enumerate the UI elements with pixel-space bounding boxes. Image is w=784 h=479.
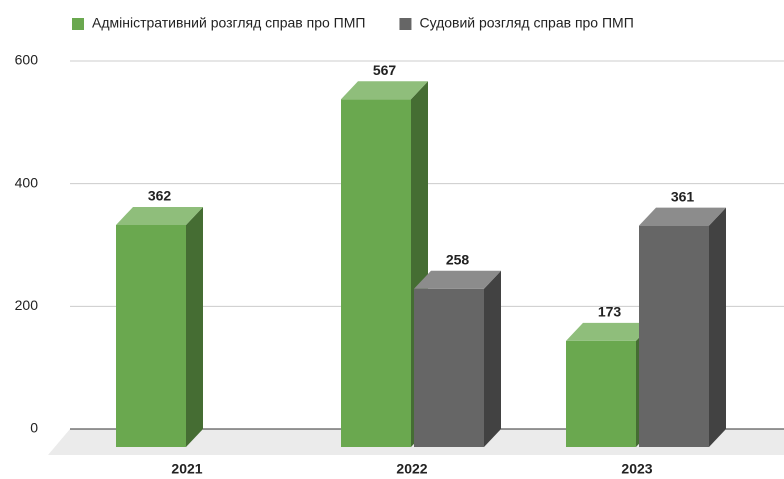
data-label: 362 xyxy=(148,188,172,204)
bar xyxy=(414,270,501,447)
data-label: 361 xyxy=(671,188,695,204)
y-tick-label: 400 xyxy=(15,174,39,190)
legend-swatch xyxy=(399,18,412,30)
x-tick-label: 2022 xyxy=(396,461,427,477)
data-label: 173 xyxy=(598,304,622,320)
bar-side xyxy=(186,206,203,447)
bar-front xyxy=(639,225,709,447)
bar-top xyxy=(414,270,501,289)
bar-front xyxy=(566,340,636,447)
bar xyxy=(116,206,203,447)
y-tick-label: 600 xyxy=(15,52,39,68)
bar-front xyxy=(341,99,411,448)
legend-label: Судовий розгляд справ про ПМП xyxy=(419,15,633,31)
bar xyxy=(639,207,726,447)
data-label: 567 xyxy=(373,62,397,78)
x-tick-label: 2023 xyxy=(621,461,652,477)
bar-top xyxy=(341,81,428,100)
bar-top xyxy=(566,322,653,341)
legend-swatch xyxy=(72,18,84,30)
x-tick-label: 2021 xyxy=(171,461,202,477)
bar-top xyxy=(639,207,726,226)
bar-front xyxy=(414,288,484,447)
legend-label: Адміністративний розгляд справ про ПМП xyxy=(92,15,365,31)
y-tick-label: 200 xyxy=(15,297,39,313)
bar-side xyxy=(484,270,501,447)
data-label: 258 xyxy=(446,251,470,267)
y-tick-label: 0 xyxy=(30,420,38,436)
bar-front xyxy=(116,224,186,447)
bar-top xyxy=(116,206,203,225)
bar-side xyxy=(709,207,726,447)
